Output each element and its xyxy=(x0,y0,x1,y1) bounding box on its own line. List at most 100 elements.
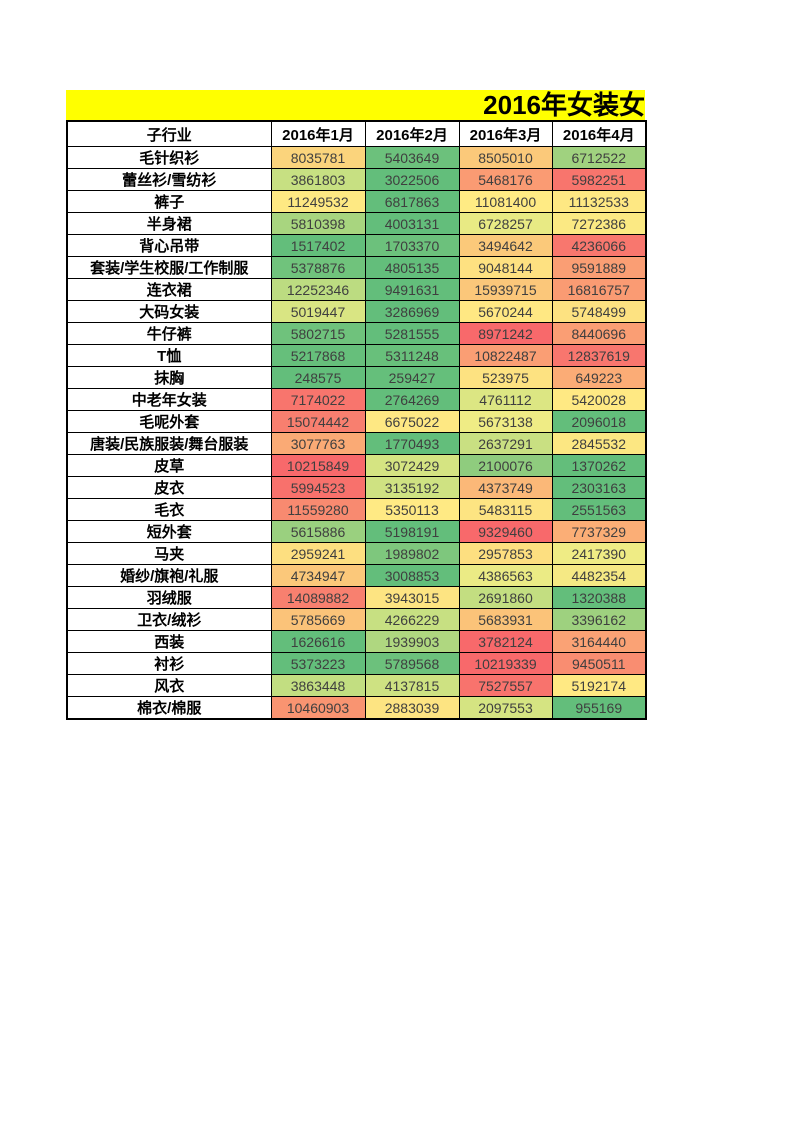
header-cell-month-4[interactable]: 2016年4月 xyxy=(551,120,647,147)
value-cell[interactable]: 523975 xyxy=(458,366,553,389)
value-cell[interactable]: 2417390 xyxy=(551,542,647,565)
value-cell[interactable]: 5785669 xyxy=(270,608,366,631)
value-cell[interactable]: 9048144 xyxy=(458,256,553,279)
row-label-cell[interactable]: 短外套 xyxy=(66,520,272,543)
value-cell[interactable]: 7527557 xyxy=(458,674,553,697)
row-label-cell[interactable]: 羽绒服 xyxy=(66,586,272,609)
value-cell[interactable]: 9491631 xyxy=(364,278,460,301)
value-cell[interactable]: 2764269 xyxy=(364,388,460,411)
value-cell[interactable]: 12837619 xyxy=(551,344,647,367)
value-cell[interactable]: 5982251 xyxy=(551,168,647,191)
value-cell[interactable]: 4761112 xyxy=(458,388,553,411)
value-cell[interactable]: 2691860 xyxy=(458,586,553,609)
value-cell[interactable]: 7174022 xyxy=(270,388,366,411)
value-cell[interactable]: 3164440 xyxy=(551,630,647,653)
row-label-cell[interactable]: 背心吊带 xyxy=(66,234,272,257)
value-cell[interactable]: 3396162 xyxy=(551,608,647,631)
value-cell[interactable]: 5373223 xyxy=(270,652,366,675)
row-label-cell[interactable]: 抹胸 xyxy=(66,366,272,389)
value-cell[interactable]: 14089882 xyxy=(270,586,366,609)
value-cell[interactable]: 7737329 xyxy=(551,520,647,543)
header-cell-month-3[interactable]: 2016年3月 xyxy=(458,120,553,147)
value-cell[interactable]: 11249532 xyxy=(270,190,366,213)
row-label-cell[interactable]: 衬衫 xyxy=(66,652,272,675)
value-cell[interactable]: 5378876 xyxy=(270,256,366,279)
value-cell[interactable]: 5670244 xyxy=(458,300,553,323)
value-cell[interactable]: 5615886 xyxy=(270,520,366,543)
row-label-cell[interactable]: 婚纱/旗袍/礼服 xyxy=(66,564,272,587)
value-cell[interactable]: 4236066 xyxy=(551,234,647,257)
value-cell[interactable]: 5281555 xyxy=(364,322,460,345)
header-cell-month-1[interactable]: 2016年1月 xyxy=(270,120,366,147)
value-cell[interactable]: 16816757 xyxy=(551,278,647,301)
row-label-cell[interactable]: 中老年女装 xyxy=(66,388,272,411)
row-label-cell[interactable]: 毛针织衫 xyxy=(66,146,272,169)
value-cell[interactable]: 2100076 xyxy=(458,454,553,477)
row-label-cell[interactable]: 马夹 xyxy=(66,542,272,565)
value-cell[interactable]: 3077763 xyxy=(270,432,366,455)
value-cell[interactable]: 5350113 xyxy=(364,498,460,521)
value-cell[interactable]: 5789568 xyxy=(364,652,460,675)
value-cell[interactable]: 2097553 xyxy=(458,696,553,720)
value-cell[interactable]: 3494642 xyxy=(458,234,553,257)
value-cell[interactable]: 7272386 xyxy=(551,212,647,235)
value-cell[interactable]: 5468176 xyxy=(458,168,553,191)
value-cell[interactable]: 8035781 xyxy=(270,146,366,169)
row-label-cell[interactable]: 蕾丝衫/雪纺衫 xyxy=(66,168,272,191)
value-cell[interactable]: 3863448 xyxy=(270,674,366,697)
value-cell[interactable]: 2845532 xyxy=(551,432,647,455)
header-cell-subindustry[interactable]: 子行业 xyxy=(66,120,272,147)
value-cell[interactable]: 3286969 xyxy=(364,300,460,323)
row-label-cell[interactable]: 牛仔裤 xyxy=(66,322,272,345)
value-cell[interactable]: 5420028 xyxy=(551,388,647,411)
value-cell[interactable]: 2883039 xyxy=(364,696,460,720)
row-label-cell[interactable]: 皮草 xyxy=(66,454,272,477)
value-cell[interactable]: 3943015 xyxy=(364,586,460,609)
value-cell[interactable]: 2957853 xyxy=(458,542,553,565)
value-cell[interactable]: 248575 xyxy=(270,366,366,389)
value-cell[interactable]: 3008853 xyxy=(364,564,460,587)
row-label-cell[interactable]: 卫衣/绒衫 xyxy=(66,608,272,631)
value-cell[interactable]: 3135192 xyxy=(364,476,460,499)
value-cell[interactable]: 5802715 xyxy=(270,322,366,345)
value-cell[interactable]: 4266229 xyxy=(364,608,460,631)
value-cell[interactable]: 5403649 xyxy=(364,146,460,169)
value-cell[interactable]: 11081400 xyxy=(458,190,553,213)
value-cell[interactable]: 2551563 xyxy=(551,498,647,521)
value-cell[interactable]: 9329460 xyxy=(458,520,553,543)
value-cell[interactable]: 4805135 xyxy=(364,256,460,279)
value-cell[interactable]: 5192174 xyxy=(551,674,647,697)
value-cell[interactable]: 5217868 xyxy=(270,344,366,367)
value-cell[interactable]: 6817863 xyxy=(364,190,460,213)
value-cell[interactable]: 10215849 xyxy=(270,454,366,477)
value-cell[interactable]: 2303163 xyxy=(551,476,647,499)
value-cell[interactable]: 8440696 xyxy=(551,322,647,345)
value-cell[interactable]: 1989802 xyxy=(364,542,460,565)
row-label-cell[interactable]: 毛呢外套 xyxy=(66,410,272,433)
row-label-cell[interactable]: 风衣 xyxy=(66,674,272,697)
value-cell[interactable]: 4003131 xyxy=(364,212,460,235)
value-cell[interactable]: 1320388 xyxy=(551,586,647,609)
value-cell[interactable]: 12252346 xyxy=(270,278,366,301)
value-cell[interactable]: 3022506 xyxy=(364,168,460,191)
row-label-cell[interactable]: 西装 xyxy=(66,630,272,653)
value-cell[interactable]: 1770493 xyxy=(364,432,460,455)
value-cell[interactable]: 5994523 xyxy=(270,476,366,499)
sheet-title-cell[interactable]: 2016年女装女 xyxy=(66,90,645,120)
row-label-cell[interactable]: 裤子 xyxy=(66,190,272,213)
value-cell[interactable]: 15074442 xyxy=(270,410,366,433)
row-label-cell[interactable]: 唐装/民族服装/舞台服装 xyxy=(66,432,272,455)
value-cell[interactable]: 11132533 xyxy=(551,190,647,213)
value-cell[interactable]: 649223 xyxy=(551,366,647,389)
row-label-cell[interactable]: 皮衣 xyxy=(66,476,272,499)
value-cell[interactable]: 2096018 xyxy=(551,410,647,433)
value-cell[interactable]: 5810398 xyxy=(270,212,366,235)
value-cell[interactable]: 4373749 xyxy=(458,476,553,499)
row-label-cell[interactable]: 连衣裙 xyxy=(66,278,272,301)
value-cell[interactable]: 4482354 xyxy=(551,564,647,587)
value-cell[interactable]: 5483115 xyxy=(458,498,553,521)
value-cell[interactable]: 9591889 xyxy=(551,256,647,279)
value-cell[interactable]: 6712522 xyxy=(551,146,647,169)
value-cell[interactable]: 8505010 xyxy=(458,146,553,169)
value-cell[interactable]: 4734947 xyxy=(270,564,366,587)
